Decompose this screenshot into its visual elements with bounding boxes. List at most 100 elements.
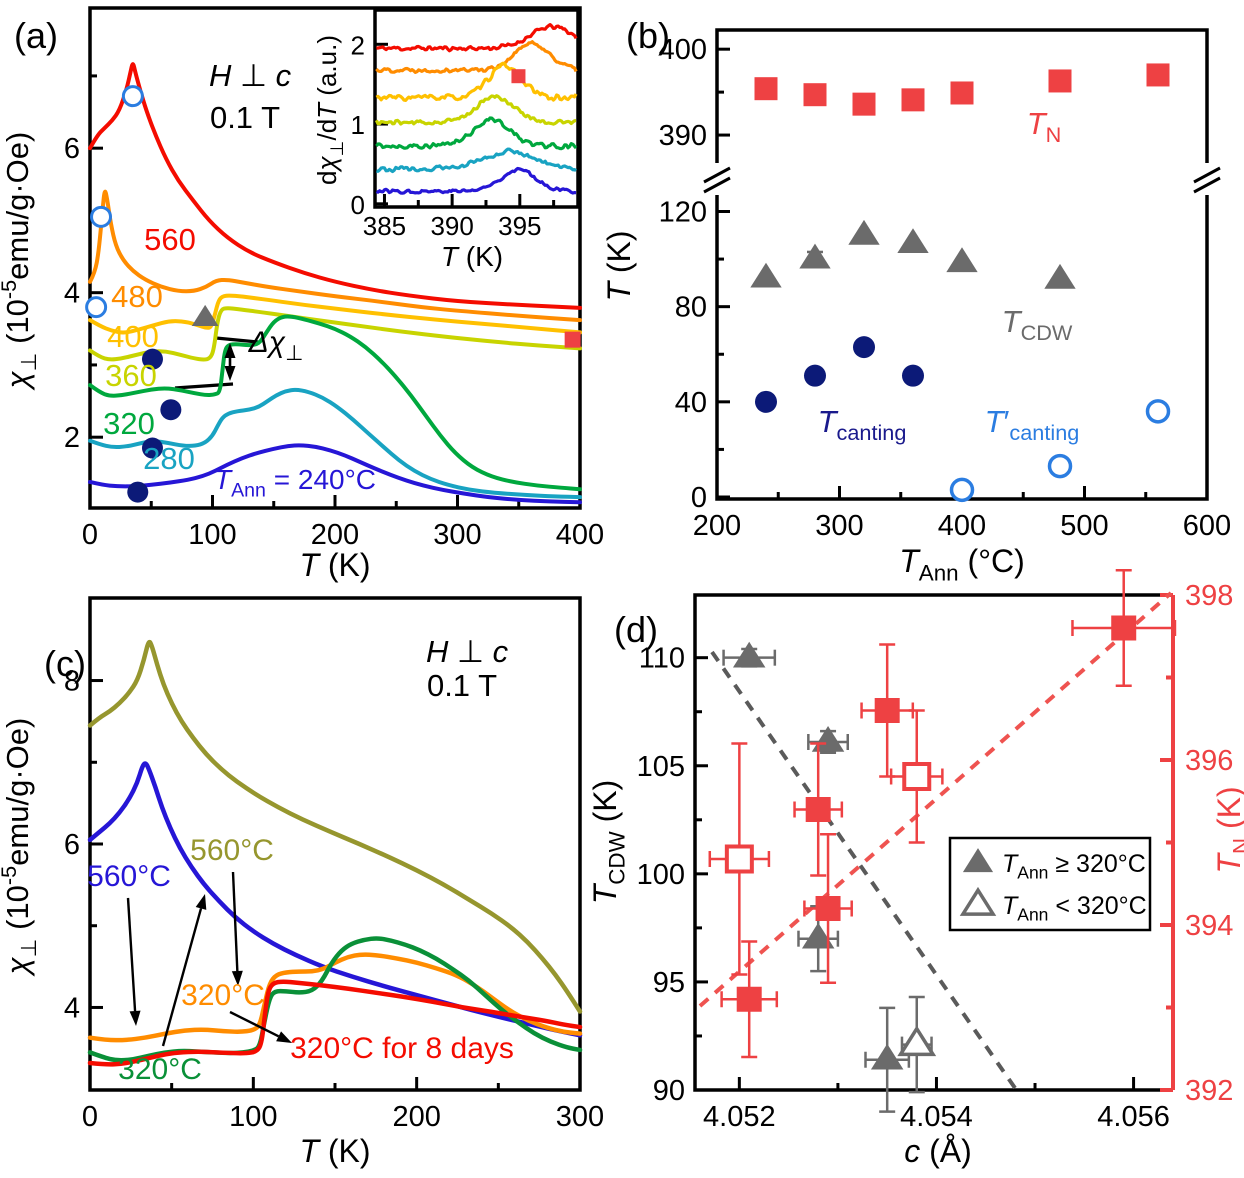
deriv-400 — [375, 61, 578, 102]
tn-point — [1048, 69, 1072, 93]
t-canting-marker — [160, 399, 182, 421]
label-280: 280 — [143, 441, 195, 476]
label-400: 400 — [107, 319, 159, 354]
field-orientation: H ⊥ c — [426, 634, 509, 669]
x-tick-label: 200 — [311, 519, 359, 551]
tcanting-point — [755, 390, 777, 413]
deriv-320 — [375, 116, 578, 151]
tn-vs-c — [1111, 615, 1137, 641]
tcanting-point — [853, 336, 875, 359]
label-320-green: 320°C — [118, 1053, 202, 1086]
panel-a: 0 100 200 300 400 2 4 6 (a) H ⊥ c 0.1 T 560 480 400 36… — [0, 6, 604, 583]
y-tick-label: 0 — [351, 190, 365, 220]
tprime-canting-label: T′canting — [985, 404, 1080, 445]
y2-tick-label: 396 — [1185, 745, 1233, 777]
curve-280 — [88, 387, 582, 500]
y-tick-label: 0 — [691, 482, 707, 514]
tn-vs-c-open — [724, 844, 754, 874]
x-tick-label: 200 — [693, 510, 741, 542]
tn-point — [754, 77, 778, 101]
x-tick-label: 4.052 — [703, 1101, 776, 1133]
tcanting-label: Tcanting — [818, 404, 907, 445]
x-tick-label: 600 — [1183, 510, 1231, 542]
y-tick-label: 80 — [675, 292, 707, 324]
legend: TAnn ≥ 320°C TAnn < 320°C — [948, 836, 1152, 932]
y-tick-label: 6 — [64, 133, 80, 165]
tcdw-point — [897, 228, 929, 254]
deriv-240 — [375, 166, 577, 195]
x-tick-label: 300 — [815, 510, 863, 542]
legend-label: TAnn < 320°C — [1002, 892, 1147, 925]
tcdw-point — [848, 219, 880, 245]
x-axis-title: T (K) — [299, 1133, 370, 1169]
field-strength: 0.1 T — [427, 668, 497, 703]
t-canting-marker — [127, 481, 149, 503]
x-tick-label: 390 — [430, 211, 473, 241]
y-tick-label: 95 — [653, 967, 685, 999]
x-tick-label: 400 — [938, 510, 986, 542]
deriv-360 — [374, 94, 577, 126]
inset-y-title: dχ⊥/dT (a.u.) — [312, 35, 347, 185]
deriv-560 — [376, 23, 578, 53]
field-orientation: H ⊥ c — [209, 58, 292, 93]
tn-point — [1146, 63, 1170, 87]
panel-c: 0 100 200 300 4 6 8(c) H ⊥ c0.1 T 560°C 560°C 320°… — [0, 596, 604, 1169]
x-tick-label: 4.054 — [900, 1101, 973, 1133]
t-prime-canting-marker — [90, 205, 113, 228]
x-tick-label: 385 — [363, 211, 406, 241]
inset-x-title: T (K) — [441, 241, 503, 272]
tprime-point — [1047, 453, 1073, 479]
legend-marker — [959, 886, 997, 916]
legend-label: TAnn ≥ 320°C — [1002, 850, 1146, 883]
curve-560-olive — [87, 639, 583, 1014]
y-tick-label: 90 — [653, 1075, 685, 1107]
y-tick-label: 390 — [659, 120, 707, 152]
tn-vs-c — [874, 698, 900, 723]
panel-label-d: (d) — [614, 609, 658, 650]
tcdw-point — [750, 262, 782, 288]
y2-tick-label: 392 — [1185, 1075, 1233, 1107]
curve-400 — [88, 293, 582, 335]
y-axis-title: χ⊥ (10-5emu/g·Oe) — [0, 718, 41, 978]
label-360: 360 — [105, 358, 157, 393]
t-cdw-marker — [191, 304, 219, 327]
y2-tick-label: 394 — [1185, 910, 1233, 942]
legend-marker — [962, 848, 994, 873]
guide-line — [215, 336, 259, 344]
tn-label: TN — [1027, 106, 1062, 147]
y-tick-label: 400 — [659, 34, 707, 66]
tcdw-point — [799, 243, 831, 269]
deriv-480 — [375, 40, 578, 74]
y-tick-label: 4 — [64, 278, 80, 310]
plot-border — [693, 593, 1173, 1092]
tn-point — [852, 92, 876, 116]
field-strength: 0.1 T — [210, 100, 280, 135]
y2-axis-title: TN (K) — [1211, 786, 1244, 873]
x-axis-title: c (Å) — [904, 1133, 972, 1169]
y-tick-label: 110 — [639, 643, 685, 675]
x-tick-label: 395 — [498, 211, 541, 241]
tn-point — [901, 88, 925, 112]
guide-line — [698, 591, 1173, 1008]
curve-320-8days — [87, 979, 583, 1067]
curve-480 — [88, 189, 582, 323]
y2-tick-label: 398 — [1185, 580, 1233, 612]
delta-chi-label: Δχ⊥ — [248, 326, 304, 365]
y-tick-label: 100 — [637, 859, 685, 891]
plot-border — [373, 8, 580, 209]
x-tick-label: 500 — [1060, 510, 1108, 542]
tcdw-vs-c — [870, 1043, 904, 1070]
curve-240 — [88, 443, 582, 505]
label-560-olive: 560°C — [190, 834, 274, 867]
t-n-marker — [511, 69, 526, 84]
t-canting-marker — [141, 437, 163, 459]
arrow-320-green — [161, 894, 207, 1047]
y-tick-label: 2 — [351, 30, 365, 60]
label-320-8days: 320°C for 8 days — [290, 1032, 514, 1065]
label-320-orange: 320°C — [181, 979, 265, 1012]
x-tick-label: 4.056 — [1097, 1101, 1170, 1133]
t-prime-canting-marker — [85, 296, 108, 319]
x-tick-label: 300 — [433, 519, 481, 551]
